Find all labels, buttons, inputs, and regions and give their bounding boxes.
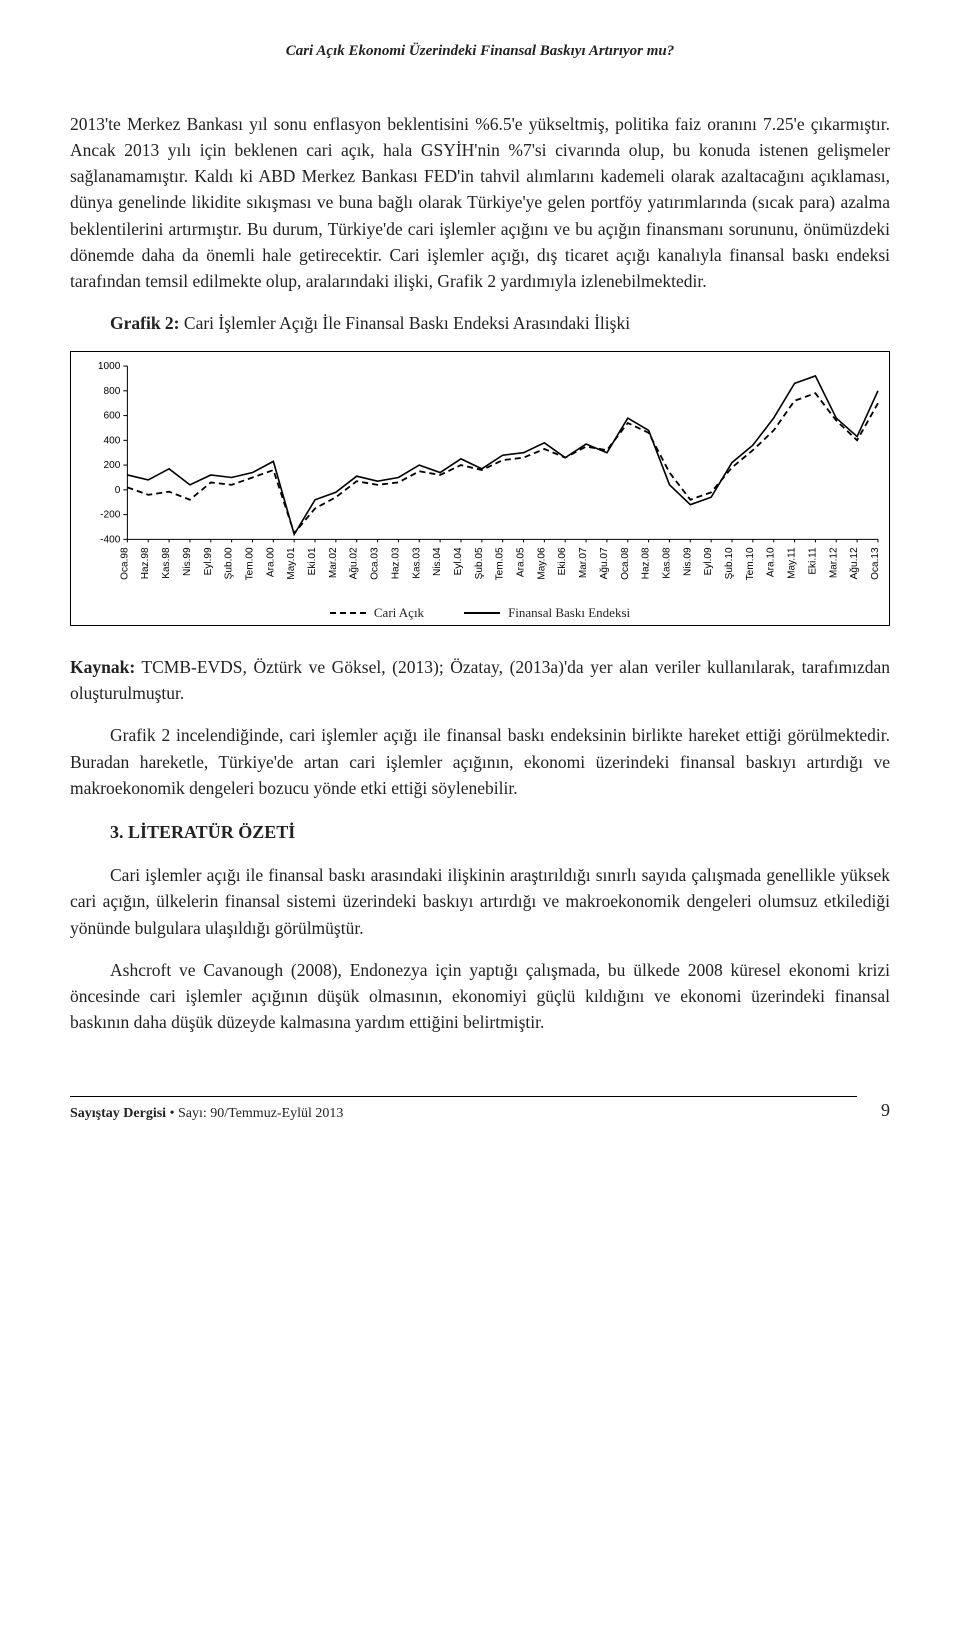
svg-text:Haz.98: Haz.98 — [140, 547, 151, 579]
svg-text:600: 600 — [104, 410, 121, 421]
svg-text:Eki.06: Eki.06 — [557, 547, 568, 575]
svg-text:Oca.98: Oca.98 — [119, 547, 130, 580]
svg-text:May.01: May.01 — [286, 547, 297, 580]
svg-text:Ara.00: Ara.00 — [265, 547, 276, 577]
footer-rule — [70, 1096, 857, 1097]
page-footer: Sayıştay Dergisi • Sayı: 90/Temmuz-Eylül… — [70, 1096, 890, 1124]
svg-text:Nis.99: Nis.99 — [182, 547, 193, 576]
svg-text:May.11: May.11 — [787, 547, 798, 579]
source-text: TCMB-EVDS, Öztürk ve Göksel, (2013); Öza… — [70, 657, 890, 703]
svg-text:Şub.00: Şub.00 — [224, 547, 235, 579]
svg-text:Nis.04: Nis.04 — [432, 547, 443, 576]
footer-journal: Sayıştay Dergisi • Sayı: 90/Temmuz-Eylül… — [70, 1106, 343, 1121]
svg-text:Ağu.07: Ağu.07 — [599, 547, 610, 579]
svg-text:Oca.03: Oca.03 — [370, 547, 381, 580]
chart-container: -400 -200 0 200 400 600 800 1000 Oca.98 Haz.98 Kas… — [70, 351, 890, 626]
page-number: 9 — [881, 1097, 890, 1124]
paragraph-5: Ashcroft ve Cavanough (2008), Endonezya … — [70, 957, 890, 1036]
svg-text:Ağu.12: Ağu.12 — [849, 547, 860, 579]
svg-text:Eyl.99: Eyl.99 — [203, 547, 214, 575]
svg-text:-400: -400 — [100, 534, 121, 545]
svg-text:Eki.11: Eki.11 — [807, 547, 818, 575]
paragraph-3: Grafik 2 incelendiğinde, cari işlemler a… — [70, 722, 890, 801]
svg-text:Tem.05: Tem.05 — [495, 547, 506, 580]
footer-journal-rest: • Sayı: 90/Temmuz-Eylül 2013 — [166, 1106, 343, 1121]
svg-text:Kas.98: Kas.98 — [161, 547, 172, 579]
svg-text:Şub.05: Şub.05 — [474, 547, 485, 579]
source-label: Kaynak: — [70, 657, 135, 677]
legend-label-2: Finansal Baskı Endeksi — [508, 603, 630, 623]
svg-text:Şub.10: Şub.10 — [724, 547, 735, 579]
svg-text:Haz.08: Haz.08 — [641, 547, 652, 579]
svg-text:Ara.10: Ara.10 — [766, 547, 777, 577]
solid-sample-icon — [464, 612, 500, 614]
svg-text:Mar.07: Mar.07 — [578, 547, 589, 578]
svg-text:Oca.13: Oca.13 — [870, 547, 881, 580]
svg-text:Tem.10: Tem.10 — [745, 547, 756, 580]
chart-caption-label: Grafik 2: — [110, 313, 180, 333]
section-heading: 3. LİTERATÜR ÖZETİ — [110, 819, 890, 846]
svg-text:Eki.01: Eki.01 — [307, 547, 318, 575]
svg-text:Mar.12: Mar.12 — [828, 547, 839, 578]
svg-text:400: 400 — [104, 435, 121, 446]
source-line: Kaynak: TCMB-EVDS, Öztürk ve Göksel, (20… — [70, 654, 890, 707]
svg-text:Mar.02: Mar.02 — [328, 547, 339, 578]
svg-text:Kas.08: Kas.08 — [661, 547, 672, 579]
chart-legend: Cari Açık Finansal Baskı Endeksi — [77, 603, 883, 623]
svg-text:Oca.08: Oca.08 — [620, 547, 631, 580]
svg-text:Tem.00: Tem.00 — [244, 547, 255, 580]
svg-text:May.06: May.06 — [536, 547, 547, 580]
legend-item-dashed: Cari Açık — [330, 603, 424, 623]
dash-sample-icon — [330, 612, 366, 614]
running-head: Cari Açık Ekonomi Üzerindeki Finansal Ba… — [70, 40, 890, 63]
legend-label-1: Cari Açık — [374, 603, 424, 623]
svg-text:Nis.09: Nis.09 — [682, 547, 693, 576]
svg-text:-200: -200 — [100, 509, 121, 520]
svg-text:Haz.03: Haz.03 — [390, 547, 401, 579]
line-chart: -400 -200 0 200 400 600 800 1000 Oca.98 Haz.98 Kas… — [77, 358, 883, 600]
svg-text:1000: 1000 — [98, 361, 121, 372]
svg-text:Eyl.09: Eyl.09 — [703, 547, 714, 575]
footer-journal-bold: Sayıştay Dergisi — [70, 1106, 166, 1121]
svg-text:0: 0 — [115, 484, 121, 495]
legend-item-solid: Finansal Baskı Endeksi — [464, 603, 630, 623]
chart-caption-text: Cari İşlemler Açığı İle Finansal Baskı E… — [180, 313, 631, 333]
svg-text:Eyl.04: Eyl.04 — [453, 547, 464, 575]
svg-text:Ağu.02: Ağu.02 — [349, 547, 360, 579]
paragraph-4: Cari işlemler açığı ile finansal baskı a… — [70, 862, 890, 941]
svg-text:Kas.03: Kas.03 — [411, 547, 422, 579]
paragraph-1: 2013'te Merkez Bankası yıl sonu enflasyo… — [70, 111, 890, 295]
svg-text:Ara.05: Ara.05 — [516, 547, 527, 577]
chart-caption: Grafik 2: Cari İşlemler Açığı İle Finans… — [110, 310, 890, 336]
svg-text:800: 800 — [104, 385, 121, 396]
svg-text:200: 200 — [104, 460, 121, 471]
